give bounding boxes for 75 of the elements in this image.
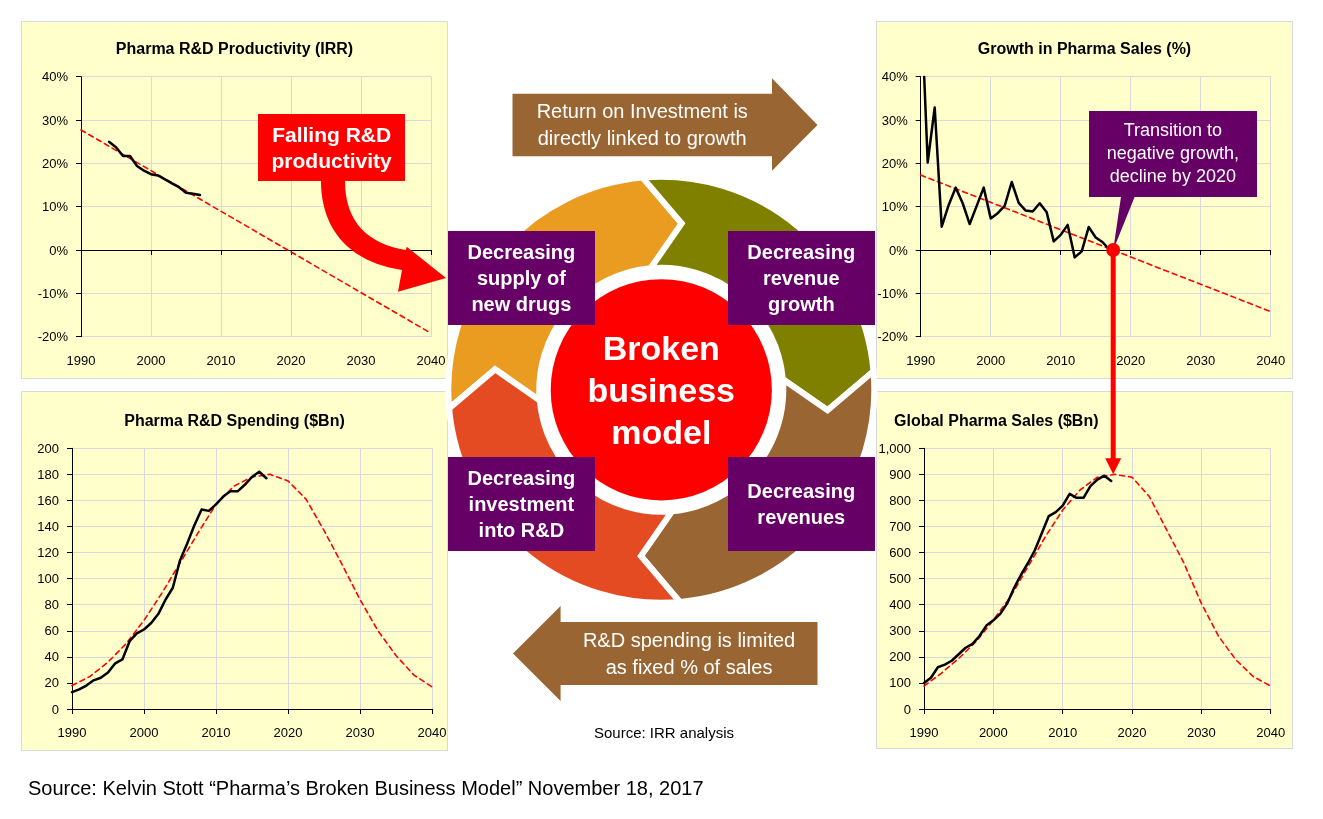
y-tick-label: -10% <box>37 285 69 301</box>
x-tick-label: 2000 <box>129 725 159 740</box>
y-tick-label: 40% <box>41 69 69 85</box>
text: Decreasing supply of new drugs <box>466 239 577 317</box>
x-tick-label: 2000 <box>976 352 1006 368</box>
x-tick-label: 2040 <box>1256 352 1286 368</box>
y-tick-label: 400 <box>889 597 911 613</box>
y-tick-label: -10% <box>877 285 909 301</box>
text: Broken business model <box>586 327 736 453</box>
y-tick-label: 10% <box>881 199 909 215</box>
source-note: Source: IRR analysis <box>593 723 735 741</box>
x-tick-label: 2030 <box>345 725 375 740</box>
y-tick-label: 0 <box>903 701 911 717</box>
y-tick-label: 500 <box>889 571 911 587</box>
chart-title: Growth in Pharma Sales (%) <box>977 39 1192 57</box>
annotation: Falling R&D productivity <box>270 121 393 174</box>
y-tick-label: 900 <box>889 466 911 482</box>
chart-title: Pharma R&D Productivity (IRR) <box>115 39 354 57</box>
text: Decreasing investment into R&D <box>466 466 577 544</box>
y-tick-label: 100 <box>889 675 911 691</box>
x-tick-label: 2020 <box>1117 725 1147 740</box>
text: R&D spending is limited as fixed % of sales <box>581 627 797 680</box>
source-note: Source: Kelvin Stott “Pharma’s Broken Business Model” November 18, 2017 <box>28 777 704 799</box>
x-tick-label: 2030 <box>346 352 376 368</box>
y-tick-label: 160 <box>37 492 59 508</box>
x-tick-label: 2010 <box>1048 725 1078 740</box>
x-tick-label: 2010 <box>206 352 236 368</box>
y-tick-label: 200 <box>37 440 59 456</box>
y-tick-label: 30% <box>41 112 69 128</box>
x-tick-label: 2040 <box>416 352 446 368</box>
y-tick-label: -20% <box>37 329 69 345</box>
y-tick-label: 0% <box>888 242 909 258</box>
text: Decreasing revenue growth <box>746 239 857 317</box>
y-tick-label: 60 <box>44 623 59 639</box>
y-tick-label: 30% <box>881 112 909 128</box>
x-tick-label: 2040 <box>1256 725 1286 740</box>
x-tick-label: 2030 <box>1186 352 1216 368</box>
y-tick-label: 40 <box>44 649 59 665</box>
x-tick-label: 2020 <box>273 725 303 740</box>
y-tick-label: 800 <box>889 492 911 508</box>
y-tick-label: 600 <box>889 545 911 561</box>
x-tick-label: 2010 <box>201 725 231 740</box>
x-tick-label: 2020 <box>1116 352 1146 368</box>
x-tick-label: 2000 <box>136 352 166 368</box>
x-tick-label: 2040 <box>417 725 447 740</box>
x-tick-label: 2000 <box>978 725 1008 740</box>
y-tick-label: 700 <box>889 519 911 535</box>
y-tick-label: 140 <box>37 519 59 535</box>
y-tick-label: 20% <box>881 155 909 171</box>
chart-title: Global Pharma Sales ($Bn) <box>894 411 1099 429</box>
y-tick-label: 40% <box>881 69 909 85</box>
y-tick-label: 80 <box>44 597 59 613</box>
y-tick-label: 200 <box>889 649 911 665</box>
y-tick-label: 180 <box>37 466 59 482</box>
text: Return on Investment is directly linked to growth <box>535 99 749 152</box>
x-tick-label: 2010 <box>1046 352 1076 368</box>
x-tick-label: 1990 <box>57 725 87 740</box>
chart-title: Pharma R&D Spending ($Bn) <box>124 411 345 429</box>
y-tick-label: 20 <box>44 675 59 691</box>
y-tick-label: 0 <box>51 701 59 717</box>
y-tick-label: 20% <box>41 155 69 171</box>
y-tick-label: 0% <box>49 242 69 258</box>
x-tick-label: 2030 <box>1186 725 1216 740</box>
text: Decreasing revenues <box>746 479 857 531</box>
x-tick-label: 1990 <box>909 725 939 740</box>
y-tick-label: 300 <box>889 623 911 639</box>
y-tick-label: -20% <box>877 329 909 345</box>
annotation: Transition to negative growth, decline by 2020 <box>1105 119 1240 189</box>
y-tick-label: 100 <box>37 571 59 587</box>
y-tick-label: 120 <box>37 545 59 561</box>
y-tick-label: 1,000 <box>878 440 911 456</box>
x-tick-label: 1990 <box>66 352 96 368</box>
x-tick-label: 2020 <box>276 352 306 368</box>
x-tick-label: 1990 <box>906 352 936 368</box>
y-tick-label: 10% <box>41 199 69 215</box>
